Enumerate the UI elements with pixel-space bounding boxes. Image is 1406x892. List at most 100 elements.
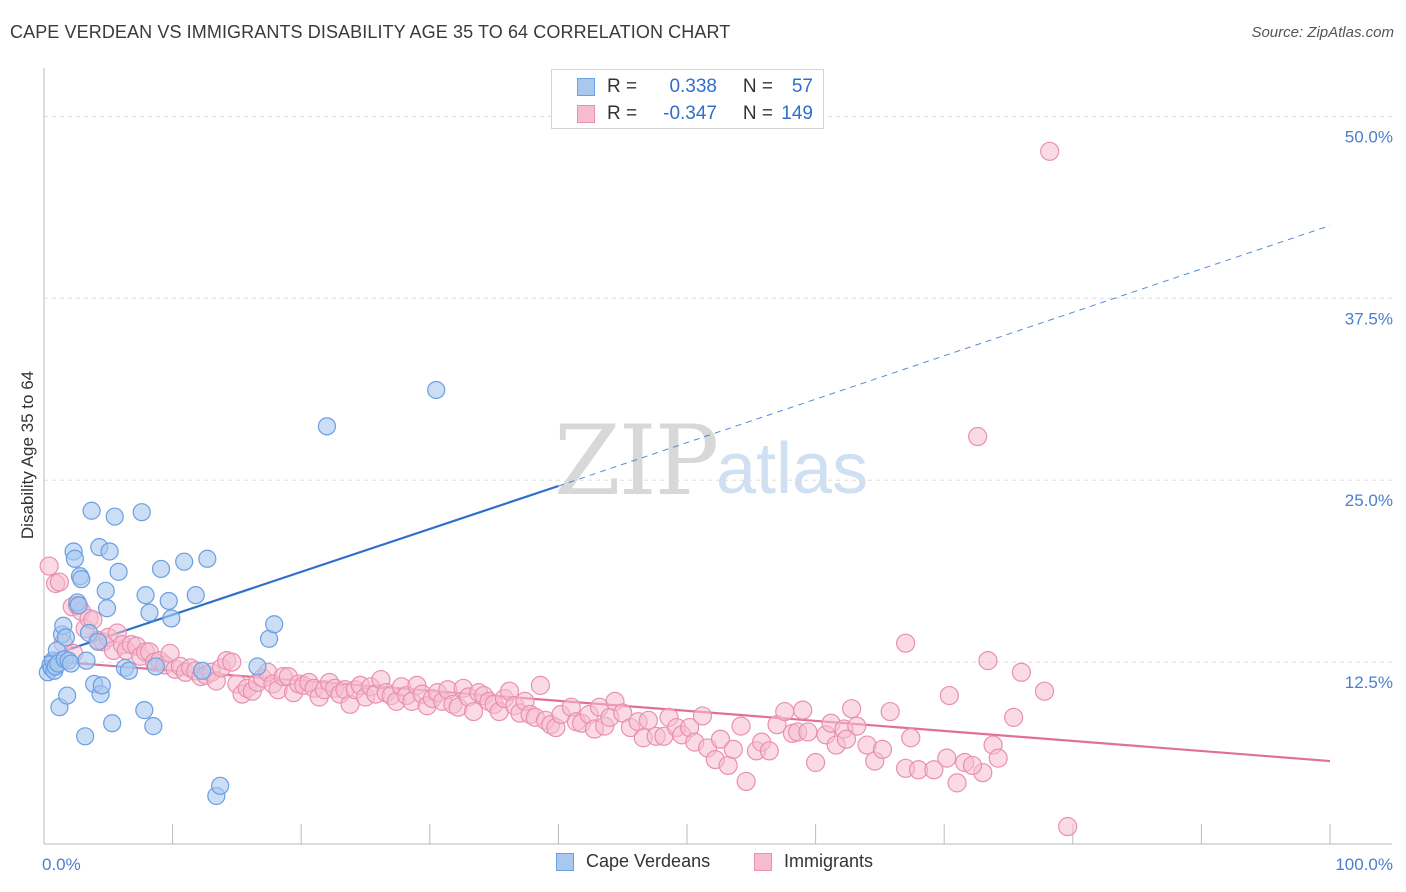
- cape-verdeans-point: [103, 714, 122, 733]
- cape-verdeans-point: [77, 651, 96, 670]
- series-legend-immigrants: Immigrants: [754, 851, 873, 872]
- legend-n-label: N =: [742, 76, 773, 97]
- watermark-atlas: atlas: [716, 429, 869, 509]
- cape-verdeans-point: [175, 552, 194, 571]
- immigrants-point: [836, 729, 857, 749]
- legend-r-value: -0.347: [663, 103, 717, 124]
- immigrants-point: [939, 685, 959, 706]
- immigrants-point: [901, 728, 921, 748]
- cape-verdeans-point: [65, 549, 84, 568]
- immigrants-point: [924, 760, 944, 780]
- cape-verdeans-point: [119, 661, 138, 680]
- legend-r-label: R =: [607, 76, 638, 97]
- legend-n-value: 57: [791, 76, 813, 97]
- series-legend: Cape Verdeans Immigrants: [0, 851, 1406, 879]
- chart-title: CAPE VERDEAN VS IMMIGRANTS DISABILITY AG…: [10, 22, 731, 42]
- immigrants-point: [988, 748, 1008, 768]
- y-tick-label: 50.0%: [1345, 127, 1393, 146]
- immigrants-point: [710, 729, 731, 749]
- series-legend-cape-verdeans: Cape Verdeans: [556, 851, 710, 872]
- immigrants-point: [723, 739, 743, 760]
- correlation-legend: R = 0.338 N = 57 R = -0.347 N = 149: [551, 69, 824, 129]
- legend-r-value: 0.338: [669, 76, 717, 97]
- legend-r-label: R =: [607, 103, 638, 124]
- immigrants-point: [880, 701, 900, 722]
- cape-verdeans-point: [69, 596, 88, 615]
- cape-verdeans-point: [132, 503, 151, 522]
- cape-verdeans-points: [38, 380, 446, 806]
- axes: [43, 68, 1392, 845]
- series-name: Immigrants: [784, 851, 874, 871]
- cape-verdeans-point: [193, 661, 212, 680]
- cape-verdeans-point: [100, 542, 119, 561]
- cape-verdeans-point: [136, 586, 155, 605]
- immigrants-point: [222, 652, 242, 672]
- legend-n-value: 149: [781, 103, 813, 124]
- immigrants-point: [1040, 141, 1060, 161]
- cape-verdeans-point: [61, 654, 81, 673]
- immigrants-point: [775, 701, 795, 722]
- x-tick-label: 0.0%: [42, 855, 81, 874]
- immigrants-point: [759, 741, 779, 761]
- cape-verdeans-point: [56, 628, 75, 647]
- source-label: Source: ZipAtlas.com: [1251, 24, 1394, 41]
- immigrants-point: [692, 706, 713, 726]
- y-tick-label: 37.5%: [1345, 309, 1393, 328]
- immigrants-point: [39, 556, 59, 576]
- cape-verdeans-point: [159, 591, 178, 611]
- immigrants-point: [805, 752, 826, 773]
- gridlines: [44, 115, 1392, 663]
- immigrants-point: [978, 651, 998, 671]
- series-swatch-blue: [556, 852, 574, 871]
- series-name: Cape Verdeans: [586, 851, 711, 871]
- trend-line-cape-verdeans-extension: [558, 225, 1331, 487]
- cape-verdeans-point: [186, 586, 205, 605]
- immigrants-point: [968, 426, 988, 447]
- immigrants-point: [731, 716, 751, 736]
- cape-verdeans-point: [97, 599, 117, 618]
- cape-verdeans-point: [248, 657, 267, 676]
- x-tick-label: 100.0%: [1335, 855, 1393, 874]
- immigrants-point: [842, 699, 862, 719]
- cape-verdeans-point: [58, 686, 77, 705]
- watermark-zip: ZIP: [554, 405, 719, 517]
- immigrants-point: [1058, 816, 1078, 837]
- immigrants-points: [39, 141, 1078, 837]
- cape-verdeans-point: [151, 559, 171, 579]
- cape-verdeans-point: [162, 609, 181, 628]
- cape-verdeans-point: [82, 501, 101, 520]
- legend-row-immigrants: R = -0.347 N = 149: [552, 101, 813, 127]
- cape-verdeans-point: [198, 549, 217, 568]
- immigrants-point: [847, 716, 867, 736]
- cape-verdeans-point: [72, 570, 91, 589]
- immigrants-point: [1011, 662, 1031, 682]
- immigrants-point: [962, 755, 983, 776]
- immigrants-point: [718, 755, 738, 776]
- legend-swatch-pink: [577, 105, 595, 123]
- immigrants-point: [49, 572, 70, 592]
- immigrants-point: [947, 773, 967, 793]
- cape-verdeans-point: [427, 380, 446, 400]
- cape-verdeans-point: [317, 417, 337, 436]
- cape-verdeans-point: [109, 562, 128, 581]
- immigrants-point: [530, 675, 550, 695]
- series-swatch-pink: [754, 852, 772, 871]
- legend-swatch-blue: [577, 78, 595, 96]
- y-tick-label: 12.5%: [1345, 673, 1393, 692]
- immigrants-point: [1004, 707, 1024, 727]
- immigrants-point: [793, 700, 813, 720]
- cape-verdeans-point: [146, 657, 165, 676]
- immigrants-point: [736, 771, 756, 792]
- legend-n-label: N =: [742, 103, 773, 124]
- immigrants-point: [896, 633, 916, 653]
- immigrants-point: [638, 710, 659, 730]
- cape-verdeans-point: [105, 507, 124, 526]
- cape-verdeans-point: [76, 727, 95, 746]
- y-tick-label: 25.0%: [1345, 491, 1393, 510]
- cape-verdeans-point: [92, 676, 111, 695]
- immigrants-point: [1034, 681, 1055, 701]
- legend-row-cape-verdeans: R = 0.338 N = 57: [552, 74, 813, 100]
- tick-labels: 12.5% 25.0% 37.5% 50.0% 0.0% 100.0%: [42, 127, 1393, 874]
- immigrants-point: [872, 739, 893, 760]
